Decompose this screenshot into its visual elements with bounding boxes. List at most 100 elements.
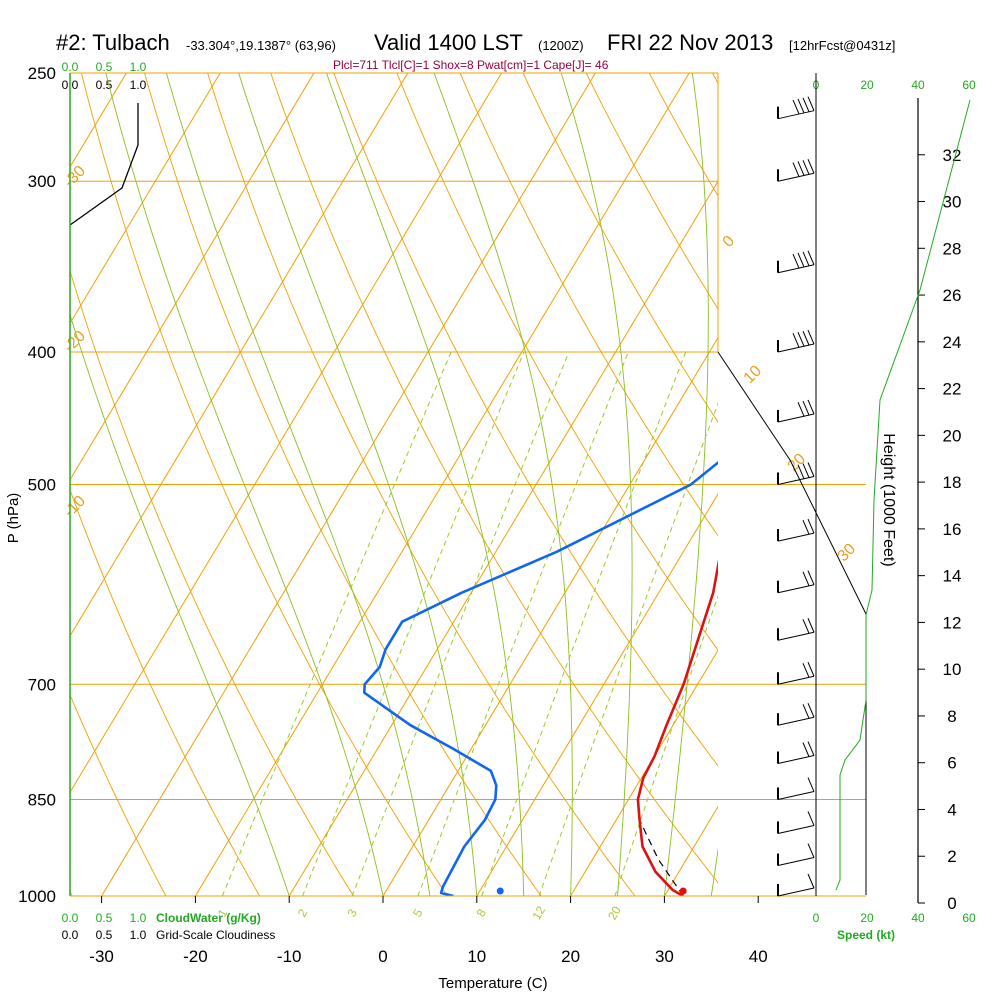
wind-barb-270 xyxy=(777,96,815,120)
height-label-22: 22 xyxy=(943,380,962,399)
moist-adiabat-25 xyxy=(560,73,633,896)
cw-bot-0: 0.0 xyxy=(62,911,79,925)
dry-adiabat-lines xyxy=(70,49,1000,925)
dry-adiabat-290 xyxy=(144,73,542,896)
barb-flag xyxy=(802,663,810,678)
pressure-label-300: 300 xyxy=(28,172,56,191)
station-coords: -33.304°,19.1387° (63,96) xyxy=(186,38,336,53)
barb-flag xyxy=(807,399,815,415)
height-label-12: 12 xyxy=(943,613,962,632)
barb-flag xyxy=(807,518,815,534)
height-label-6: 6 xyxy=(947,754,956,773)
barb-flag xyxy=(797,401,805,417)
temp-tick-label--20: -20 xyxy=(183,947,208,966)
cloudiness-line xyxy=(70,103,139,226)
speed-tick-bottom-20: 20 xyxy=(860,911,874,925)
temperature-line xyxy=(636,559,718,896)
cloudiness-label: Grid-Scale Cloudiness xyxy=(156,928,275,942)
pressure-label-850: 850 xyxy=(28,791,56,810)
barb-shaft xyxy=(777,110,815,120)
temp-tick-label-0: 0 xyxy=(378,947,387,966)
speed-tick-top-60: 60 xyxy=(962,78,976,92)
height-label-16: 16 xyxy=(943,520,962,539)
cw-bot-2: 1.0 xyxy=(130,911,147,925)
barb-flag xyxy=(802,160,810,175)
barb-flag xyxy=(802,400,810,416)
dry-adiabat-320 xyxy=(333,73,718,767)
dry-adiabat-400 xyxy=(824,49,1000,925)
parcel-path xyxy=(637,806,684,896)
barb-flag xyxy=(802,704,810,719)
height-label-28: 28 xyxy=(943,239,962,258)
barb-flag xyxy=(802,742,810,757)
zulu-time: (1200Z) xyxy=(538,38,584,53)
barb-flag xyxy=(807,703,815,718)
x-axis-label: Temperature (C) xyxy=(438,975,547,992)
barb-flag xyxy=(802,330,810,346)
wind-barb-500 xyxy=(777,462,815,485)
wind-barb-900 xyxy=(777,811,815,834)
barb-flag xyxy=(797,332,805,347)
height-label-32: 32 xyxy=(943,146,962,165)
mixing-label-2: 2 xyxy=(295,906,311,919)
isotherm-label--10: -10 xyxy=(61,493,89,521)
stability-indices: Plcl=711 Tlcl[C]=1 Shox=8 Pwat[cm]=1 Cap… xyxy=(333,58,609,72)
speed-tick-bottom-0: 0 xyxy=(813,911,820,925)
forecast-info: [12hrFcst@0431z] xyxy=(789,38,895,53)
isotherm--30 xyxy=(101,73,596,896)
isotherm--60 xyxy=(70,73,315,481)
valid-date: FRI 22 Nov 2013 xyxy=(607,30,773,55)
wind-speed-label: Speed (kt) xyxy=(837,928,895,942)
pressure-label-400: 400 xyxy=(28,343,56,362)
barb-shaft xyxy=(777,887,815,897)
speed-tick-bottom-40: 40 xyxy=(911,911,925,925)
barb-shaft xyxy=(777,791,815,801)
barb-flag xyxy=(802,97,810,112)
wind-barb-950 xyxy=(777,843,815,867)
height-label-24: 24 xyxy=(943,333,962,352)
dry-adiabat-260 xyxy=(70,488,261,896)
surface-markers xyxy=(496,887,687,895)
pressure-label-1000: 1000 xyxy=(18,887,56,906)
mixing-label-5: 5 xyxy=(410,906,426,919)
surface-dewpoint-marker xyxy=(496,887,504,895)
moist-adiabat-30 xyxy=(663,73,709,896)
surface-temperature-marker xyxy=(679,887,687,895)
mixing-label-12: 12 xyxy=(529,903,548,922)
barb-flag xyxy=(807,250,815,265)
isotherm--40 xyxy=(70,73,503,794)
height-label-20: 20 xyxy=(943,426,962,445)
barb-flag xyxy=(792,162,800,177)
barb-flag xyxy=(807,777,815,792)
isotherm-label--30: -30 xyxy=(61,163,89,191)
barb-flag xyxy=(797,98,805,114)
speed-tick-bottom-60: 60 xyxy=(962,911,976,925)
barb-flag xyxy=(807,741,815,756)
y-axis-label: P (hPa) xyxy=(5,493,22,544)
height-label-10: 10 xyxy=(943,660,962,679)
isotherm-label-20: 20 xyxy=(785,450,810,475)
barb-shaft xyxy=(777,584,815,594)
wind-barb-400 xyxy=(777,329,815,353)
cl-bot-1: 0.5 xyxy=(96,928,113,942)
barb-flag xyxy=(807,570,815,585)
wind-barb-1000 xyxy=(777,873,815,897)
dry-adiabat-250 xyxy=(70,693,167,896)
mixing-line-3 xyxy=(351,351,570,896)
mixing-line-2 xyxy=(302,351,525,896)
isotherm-0 xyxy=(382,336,718,896)
wind-barb-650 xyxy=(777,618,815,641)
height-label-18: 18 xyxy=(943,473,962,492)
temp-tick-label-30: 30 xyxy=(655,947,674,966)
height-wind-panel: 0020204040606002468101214161820222426283… xyxy=(717,73,976,925)
height-label-14: 14 xyxy=(943,567,962,586)
barb-flag xyxy=(792,253,800,269)
barb-flag xyxy=(807,873,815,889)
barb-shaft xyxy=(777,343,815,353)
wind-barb-700 xyxy=(777,662,815,685)
dry-adiabat-340 xyxy=(459,73,718,537)
moist-adiabat-20 xyxy=(433,73,573,896)
moist-adiabat-5 xyxy=(165,73,431,896)
